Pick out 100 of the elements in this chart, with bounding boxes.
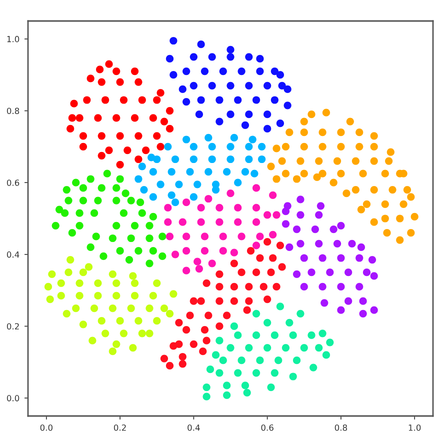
point (226, 142, 234, 150)
point (216, 96, 224, 104)
point (381, 170, 389, 178)
x-tick-label: 0.2 (114, 424, 126, 431)
point (130, 222, 139, 230)
point (200, 326, 209, 334)
point (76, 114, 84, 122)
point (182, 266, 190, 274)
point (216, 204, 224, 212)
point (127, 304, 135, 312)
point (146, 222, 154, 230)
point (134, 78, 142, 86)
point (256, 67, 264, 76)
point (190, 53, 198, 61)
point (284, 102, 292, 110)
point (202, 383, 210, 392)
point (160, 304, 168, 312)
point (194, 258, 202, 266)
point (190, 142, 198, 150)
point (68, 114, 76, 122)
y-tick-label: 0.2 (6, 323, 19, 330)
point (326, 338, 334, 346)
point (337, 142, 345, 150)
point (245, 142, 253, 150)
point (381, 214, 389, 222)
point (66, 256, 74, 264)
point (130, 292, 139, 300)
point (252, 218, 260, 226)
point (90, 304, 98, 312)
point (156, 180, 164, 188)
point (88, 336, 96, 344)
point (258, 155, 266, 164)
point (197, 297, 205, 305)
point (108, 348, 116, 356)
point (129, 344, 137, 352)
point (245, 110, 253, 118)
point (76, 292, 84, 300)
point (359, 297, 367, 305)
point (208, 155, 216, 164)
point (190, 155, 198, 164)
point (300, 254, 308, 262)
point (105, 60, 113, 68)
point (122, 190, 130, 198)
point (197, 96, 205, 104)
point (292, 225, 301, 234)
point (230, 282, 238, 291)
point (182, 98, 190, 106)
point (219, 232, 227, 240)
point (112, 184, 120, 192)
point (190, 340, 198, 348)
point (308, 331, 316, 340)
point (234, 204, 242, 212)
point (166, 310, 174, 318)
point (245, 282, 253, 291)
point (112, 114, 120, 122)
point (204, 194, 212, 203)
point (158, 252, 166, 260)
point (226, 53, 234, 61)
point (79, 142, 88, 150)
point (138, 209, 146, 217)
point (112, 196, 120, 204)
point (370, 272, 378, 280)
point (330, 225, 338, 234)
point (333, 157, 342, 165)
point (62, 310, 70, 318)
point (270, 331, 278, 340)
point (158, 232, 166, 240)
point (230, 322, 238, 330)
point (223, 382, 231, 390)
point (368, 256, 376, 264)
point (76, 209, 84, 217)
point (337, 282, 345, 291)
point (216, 118, 224, 126)
point (226, 82, 234, 90)
point (134, 175, 142, 183)
point (166, 106, 174, 115)
point (197, 218, 205, 226)
point (52, 222, 60, 230)
point (296, 157, 304, 165)
point (79, 196, 88, 204)
point (258, 142, 266, 150)
point (264, 211, 272, 219)
point (245, 344, 253, 352)
point (153, 132, 161, 140)
point (112, 67, 120, 76)
point (234, 331, 242, 340)
point (396, 236, 404, 244)
point (98, 152, 106, 160)
point (86, 243, 94, 252)
point (116, 132, 124, 140)
point (252, 268, 260, 276)
point (238, 67, 246, 76)
point (223, 168, 231, 176)
point (46, 295, 54, 304)
point (272, 282, 280, 291)
point (362, 268, 371, 276)
point (282, 170, 290, 178)
point (70, 100, 78, 108)
point (55, 206, 64, 214)
point (381, 200, 389, 208)
